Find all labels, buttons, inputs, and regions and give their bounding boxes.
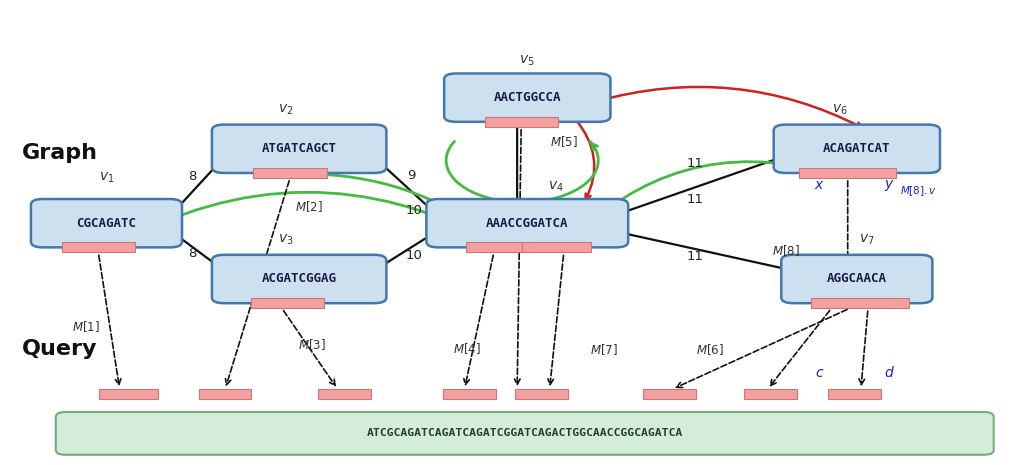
FancyBboxPatch shape bbox=[254, 168, 327, 178]
FancyBboxPatch shape bbox=[643, 389, 696, 399]
Text: AAACCGGATCA: AAACCGGATCA bbox=[486, 217, 569, 230]
Text: AGGCAACA: AGGCAACA bbox=[826, 272, 887, 286]
FancyBboxPatch shape bbox=[466, 242, 535, 252]
Text: ACAGATCAT: ACAGATCAT bbox=[823, 142, 890, 155]
Text: $M[7]$: $M[7]$ bbox=[590, 342, 619, 357]
Text: 11: 11 bbox=[686, 193, 703, 206]
FancyBboxPatch shape bbox=[199, 389, 251, 399]
FancyBboxPatch shape bbox=[99, 389, 158, 399]
FancyBboxPatch shape bbox=[443, 389, 496, 399]
Text: $v_2$: $v_2$ bbox=[278, 103, 294, 117]
FancyBboxPatch shape bbox=[251, 298, 324, 308]
Text: $M[4]$: $M[4]$ bbox=[452, 341, 481, 356]
FancyBboxPatch shape bbox=[828, 389, 881, 399]
Text: $M[6]$: $M[6]$ bbox=[696, 342, 724, 357]
Text: $x$: $x$ bbox=[814, 178, 824, 192]
Text: 11: 11 bbox=[686, 157, 703, 170]
Text: 10: 10 bbox=[406, 249, 422, 262]
Text: 10: 10 bbox=[406, 204, 422, 217]
FancyBboxPatch shape bbox=[811, 298, 909, 308]
Text: $y$: $y$ bbox=[884, 178, 894, 193]
FancyBboxPatch shape bbox=[522, 242, 591, 252]
Text: $M[1]$: $M[1]$ bbox=[72, 319, 100, 334]
FancyBboxPatch shape bbox=[744, 389, 797, 399]
Text: $v_5$: $v_5$ bbox=[519, 53, 535, 67]
Text: $M[3]$: $M[3]$ bbox=[298, 337, 327, 352]
Text: ACGATCGGAG: ACGATCGGAG bbox=[262, 272, 337, 286]
FancyBboxPatch shape bbox=[62, 242, 135, 252]
FancyBboxPatch shape bbox=[799, 168, 896, 178]
Text: Graph: Graph bbox=[22, 143, 98, 164]
Text: $d$: $d$ bbox=[884, 365, 894, 380]
FancyBboxPatch shape bbox=[781, 255, 933, 303]
FancyBboxPatch shape bbox=[318, 389, 371, 399]
Text: Query: Query bbox=[22, 339, 97, 359]
Text: $v_4$: $v_4$ bbox=[548, 180, 564, 194]
Text: $c$: $c$ bbox=[814, 366, 824, 380]
Text: 8: 8 bbox=[189, 247, 197, 260]
FancyBboxPatch shape bbox=[515, 389, 568, 399]
Text: ATGATCAGCT: ATGATCAGCT bbox=[262, 142, 337, 155]
Text: $v_7$: $v_7$ bbox=[859, 233, 875, 247]
FancyBboxPatch shape bbox=[212, 125, 386, 173]
FancyBboxPatch shape bbox=[212, 255, 386, 303]
Text: $v_3$: $v_3$ bbox=[278, 233, 294, 247]
Text: $v_1$: $v_1$ bbox=[98, 171, 115, 185]
Text: ATCGCAGATCAGATCAGATCGGATCAGACTGGCAACCGGCAGATCA: ATCGCAGATCAGATCAGATCGGATCAGACTGGCAACCGGC… bbox=[367, 428, 682, 438]
FancyBboxPatch shape bbox=[427, 199, 628, 247]
Text: CGCAGATC: CGCAGATC bbox=[76, 217, 137, 230]
Text: AACTGGCCA: AACTGGCCA bbox=[494, 91, 561, 104]
FancyBboxPatch shape bbox=[30, 199, 183, 247]
Text: 9: 9 bbox=[408, 169, 416, 182]
Text: $M[8].v$: $M[8].v$ bbox=[900, 185, 937, 199]
FancyBboxPatch shape bbox=[444, 73, 610, 122]
Text: $M[5]$: $M[5]$ bbox=[550, 134, 578, 149]
FancyBboxPatch shape bbox=[774, 125, 940, 173]
FancyBboxPatch shape bbox=[485, 117, 558, 127]
Text: $M[8]$: $M[8]$ bbox=[772, 243, 800, 258]
Text: 11: 11 bbox=[686, 250, 703, 263]
Text: $v_6$: $v_6$ bbox=[831, 103, 848, 117]
Text: 8: 8 bbox=[189, 170, 197, 183]
FancyBboxPatch shape bbox=[56, 412, 994, 455]
Text: $M[2]$: $M[2]$ bbox=[295, 199, 323, 214]
